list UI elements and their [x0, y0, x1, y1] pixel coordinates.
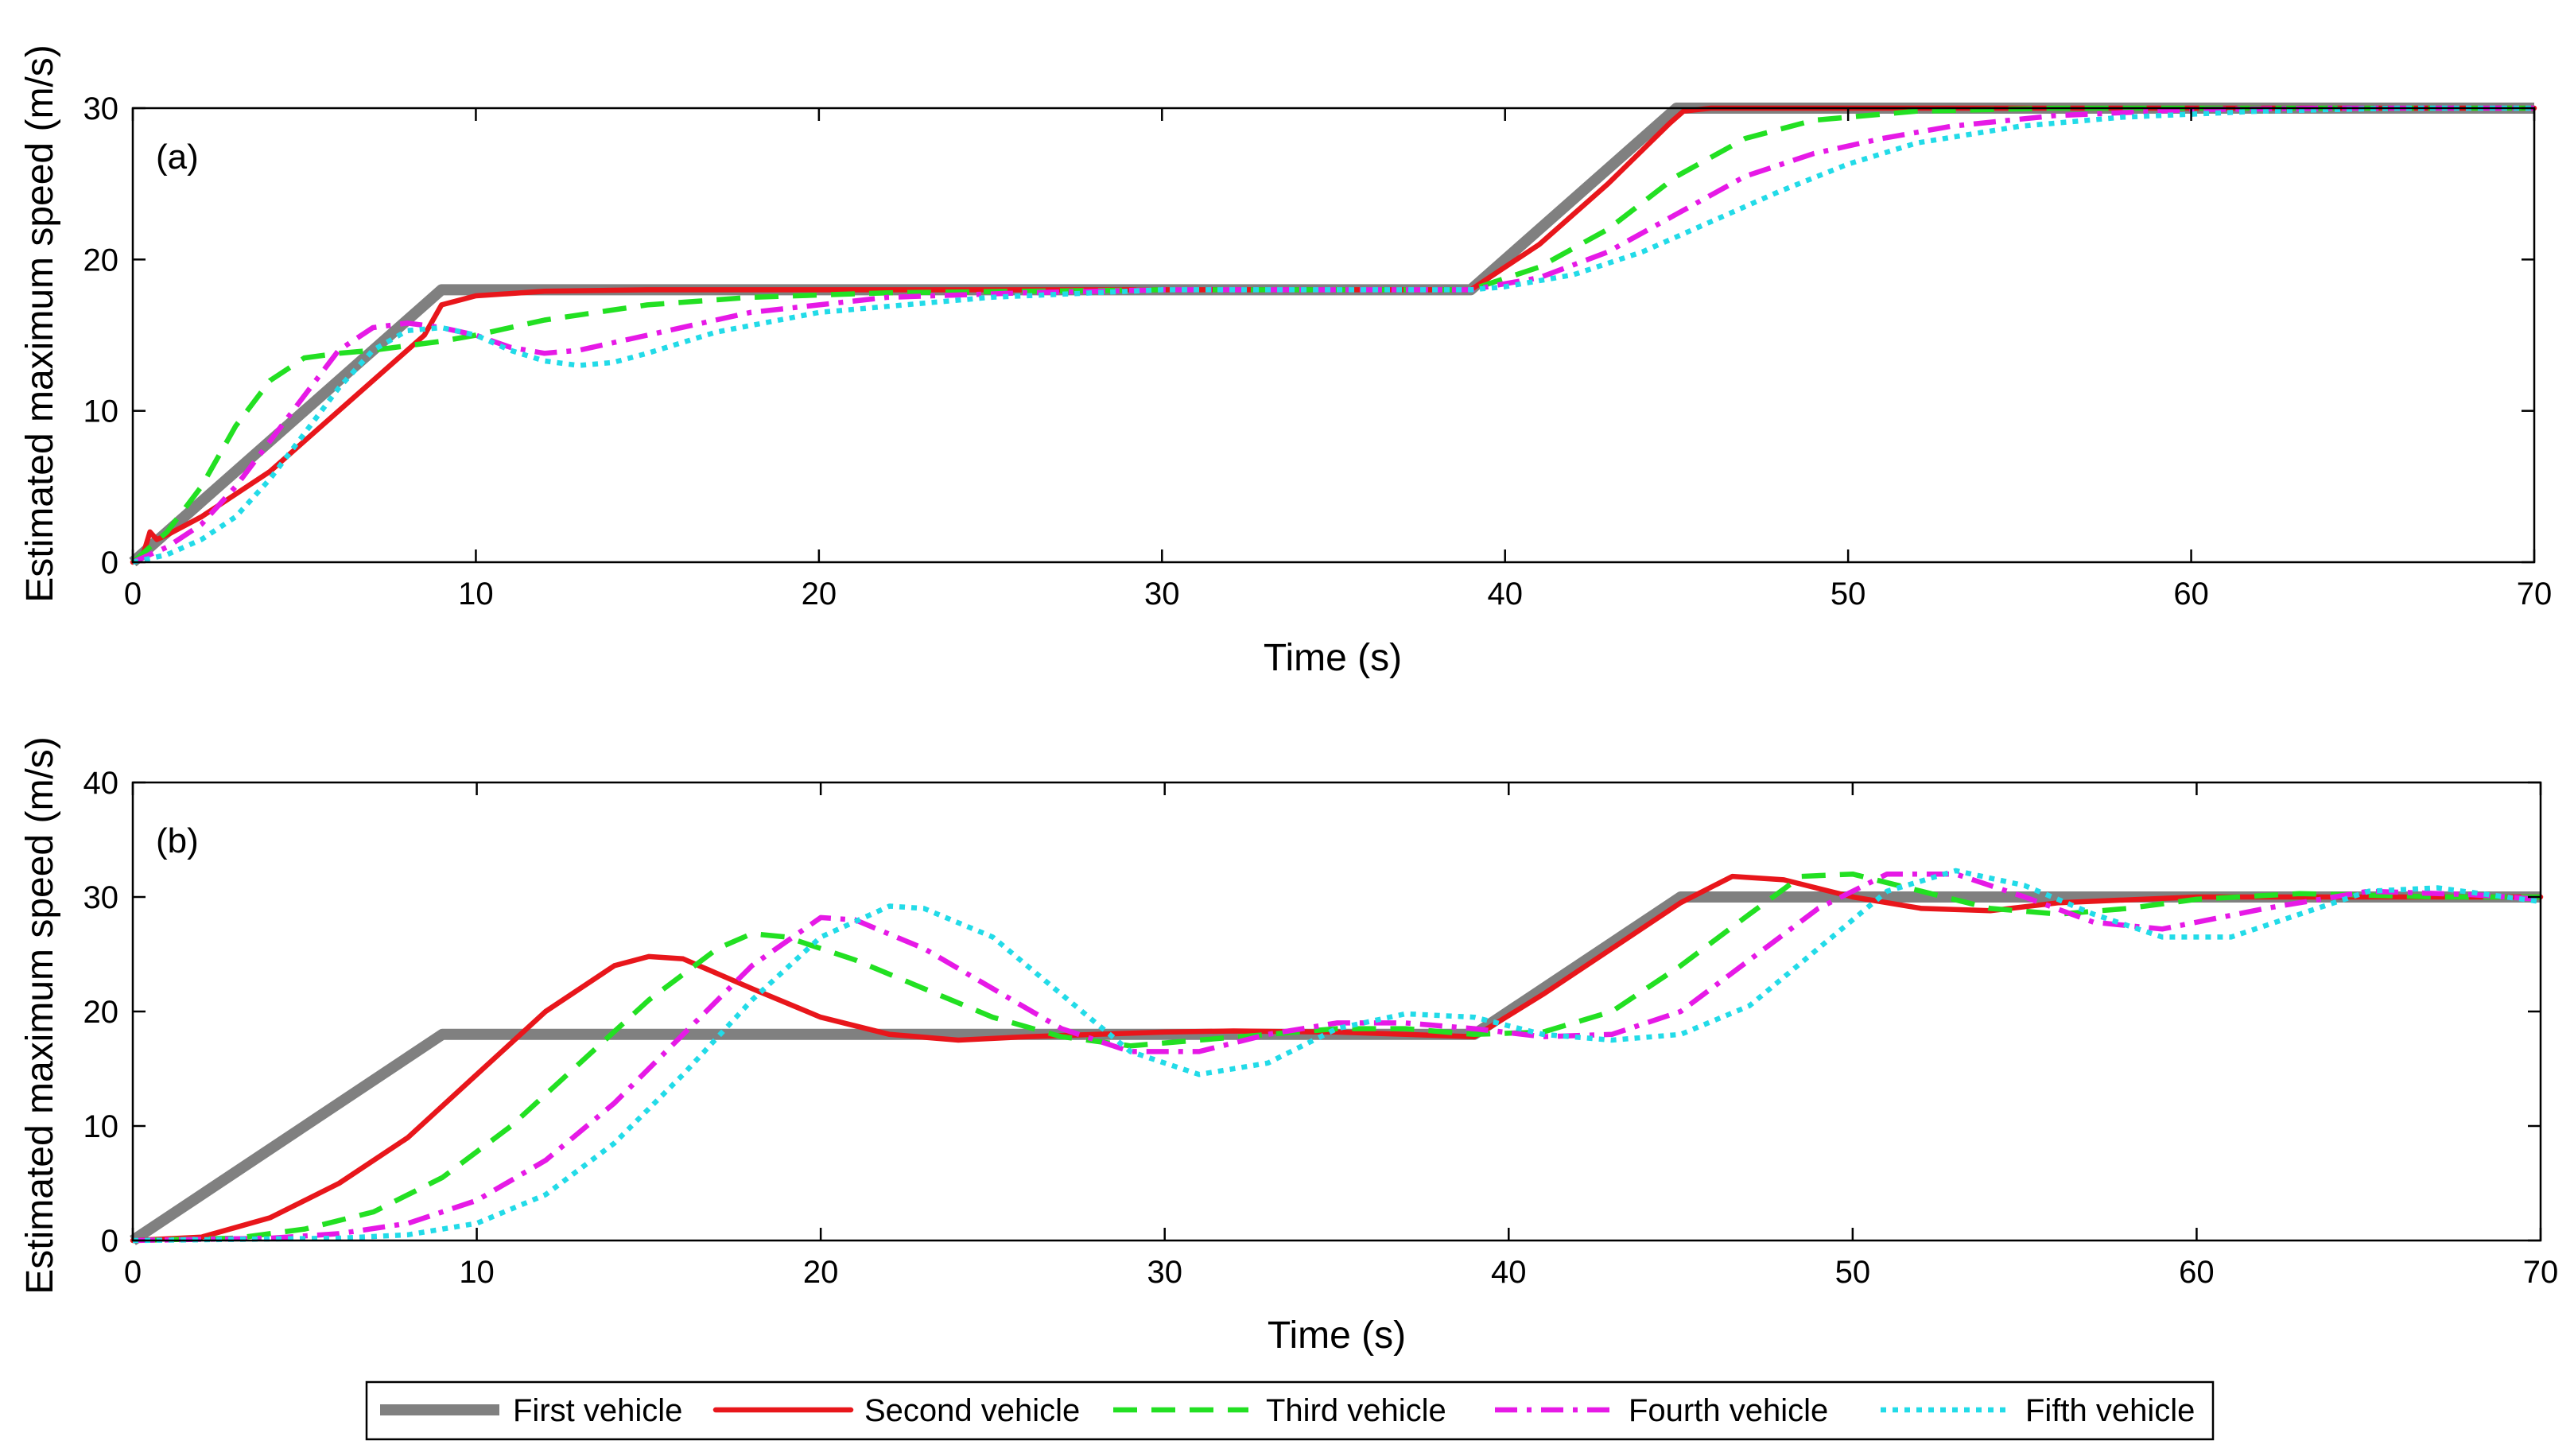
legend-item-third-vehicle: Third vehicle — [1113, 1393, 1446, 1428]
series-line-fourth-vehicle-a — [131, 105, 2534, 565]
series-line-fifth-vehicle-a — [132, 105, 2534, 565]
x-tick-label-a: 30 — [1144, 577, 1180, 612]
series-line-fifth-vehicle-b — [132, 868, 2541, 1244]
y-tick-label-b: 30 — [83, 880, 119, 915]
x-tick-label-b: 60 — [2179, 1255, 2215, 1290]
legend-item-second-vehicle: Second vehicle — [712, 1393, 1080, 1428]
x-tick-label-b: 0 — [124, 1255, 142, 1290]
y-tick-label-b: 20 — [83, 995, 119, 1030]
panel-label-b: (b) — [156, 821, 199, 860]
x-tick-label-a: 70 — [2517, 577, 2553, 612]
series-line-second-vehicle-b — [130, 873, 2544, 1244]
plot-frame-a — [131, 107, 2536, 564]
x-axis-label-a: Time (s) — [1264, 637, 1402, 679]
ticks-group-b: 0 10 20 30 40 50 60 70 0 10 20 30 40 — [83, 766, 2559, 1290]
y-tick-label-b: 40 — [83, 766, 119, 801]
x-tick-label-b: 30 — [1147, 1255, 1182, 1290]
x-tick-label-a: 10 — [458, 577, 494, 612]
y-axis-label-a: Estimated maximum speed (m/s) — [19, 45, 61, 603]
chart-panel-a: 0 10 20 30 40 50 60 70 0 10 20 30 (a) Time (s) Esti… — [19, 45, 2552, 679]
x-axis-label-b: Time (s) — [1268, 1314, 1406, 1357]
legend-item-fourth-vehicle: Fourth vehicle — [1495, 1393, 1828, 1428]
legend-label-second-vehicle: Second vehicle — [864, 1393, 1080, 1428]
series-group-b — [130, 868, 2544, 1245]
legend-label-first-vehicle: First vehicle — [513, 1393, 682, 1428]
y-tick-label-a: 30 — [83, 91, 119, 126]
series-line-third-vehicle-a — [130, 105, 2534, 565]
x-tick-label-b: 10 — [459, 1255, 495, 1290]
series-line-third-vehicle-b — [132, 871, 2541, 1244]
legend-label-fifth-vehicle: Fifth vehicle — [2025, 1393, 2195, 1428]
x-tick-label-a: 60 — [2173, 577, 2209, 612]
x-tick-label-b: 50 — [1835, 1255, 1871, 1290]
y-tick-label-b: 10 — [83, 1109, 119, 1144]
x-tick-label-a: 50 — [1831, 577, 1866, 612]
chart-panel-b: 0 10 20 30 40 50 60 70 0 10 20 30 40 (b) Time (s) Es… — [19, 736, 2558, 1357]
legend-item-fifth-vehicle: Fifth vehicle — [1881, 1393, 2195, 1428]
legend: First vehicle Second vehicle Third vehic… — [365, 1380, 2215, 1441]
y-axis-label-b: Estimated maximum speed (m/s) — [19, 736, 61, 1295]
x-tick-label-a: 0 — [124, 577, 142, 612]
x-tick-label-a: 20 — [802, 577, 837, 612]
legend-label-third-vehicle: Third vehicle — [1266, 1393, 1446, 1428]
panel-label-a: (a) — [156, 138, 199, 177]
ticks-group-a: 0 10 20 30 40 50 60 70 0 10 20 30 — [83, 91, 2553, 612]
x-tick-label-b: 70 — [2523, 1255, 2559, 1290]
x-tick-label-a: 40 — [1487, 577, 1523, 612]
legend-label-fourth-vehicle: Fourth vehicle — [1629, 1393, 1828, 1428]
series-line-fourth-vehicle-b — [132, 871, 2541, 1244]
x-tick-label-b: 20 — [803, 1255, 839, 1290]
y-tick-label-a: 20 — [83, 243, 119, 278]
x-tick-label-b: 40 — [1491, 1255, 1527, 1290]
y-tick-label-a: 10 — [83, 394, 119, 429]
plot-frame-b — [131, 781, 2542, 1242]
y-tick-label-b: 0 — [101, 1224, 118, 1259]
y-tick-label-a: 0 — [101, 546, 118, 580]
legend-item-first-vehicle: First vehicle — [380, 1393, 682, 1428]
